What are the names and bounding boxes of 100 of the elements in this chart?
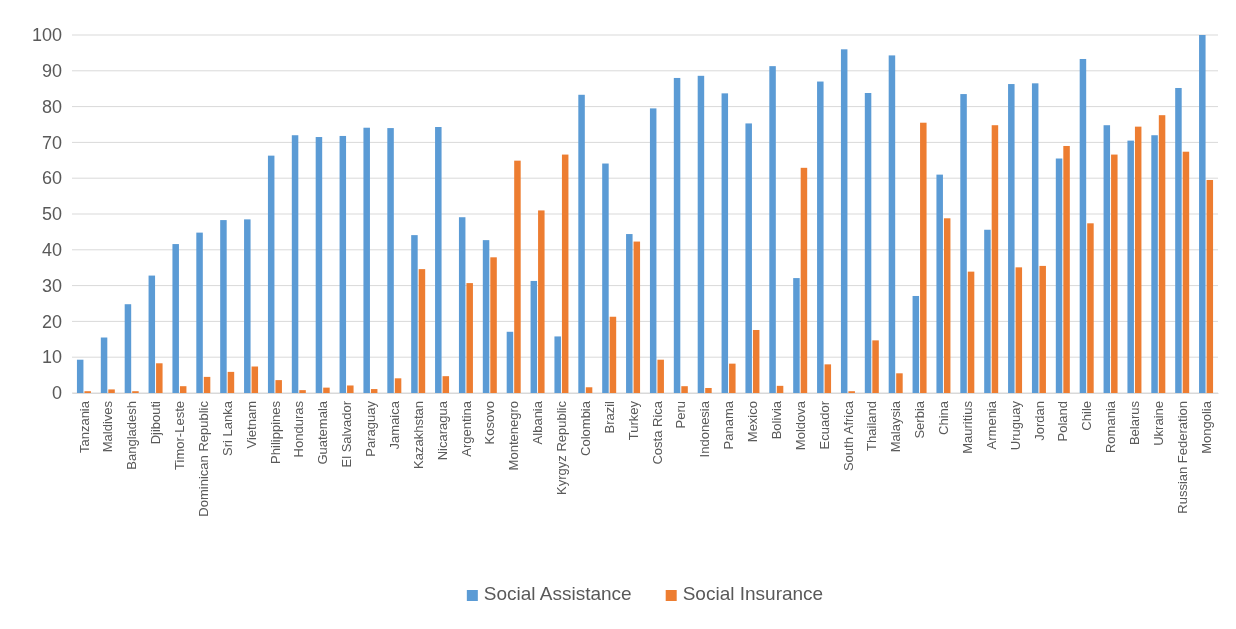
bar <box>339 135 347 393</box>
bar <box>363 127 370 393</box>
bar <box>275 380 282 393</box>
y-tick-label: 10 <box>41 347 62 368</box>
x-tick-label: Dominican Republic <box>195 400 211 517</box>
bar <box>435 127 442 393</box>
legend-label: Social Insurance <box>682 583 824 604</box>
bar <box>585 387 593 393</box>
x-tick-label: Maldives <box>100 400 116 453</box>
x-tick-label: Timor-Leste <box>171 401 187 470</box>
bar <box>76 359 84 393</box>
bar <box>697 75 705 393</box>
bar <box>323 387 330 393</box>
bar <box>1103 125 1111 393</box>
bar <box>1134 126 1142 393</box>
x-tick-label: Russian Federation <box>1174 401 1190 514</box>
bar <box>1151 135 1158 393</box>
bar <box>347 385 354 393</box>
y-tick-label: 0 <box>51 383 62 404</box>
x-tick-label: Turkey <box>625 400 641 441</box>
x-tick-label: Nicaragua <box>434 400 450 461</box>
y-tick-label: 20 <box>41 311 62 332</box>
bar <box>626 234 633 393</box>
bar <box>633 241 641 393</box>
y-tick-label: 50 <box>41 204 62 225</box>
x-tick-label: Malaysia <box>888 400 904 453</box>
bar <box>1206 179 1214 393</box>
bar <box>506 331 514 393</box>
bar <box>203 376 211 393</box>
bar <box>920 122 927 393</box>
x-tick-label: Jordan <box>1031 401 1047 441</box>
bar <box>514 160 521 393</box>
bar <box>387 128 394 393</box>
bar <box>148 275 156 393</box>
x-tick-label: Panama <box>721 400 737 450</box>
x-tick-label: South Africa <box>840 400 856 472</box>
y-tick-label: 70 <box>41 132 62 153</box>
x-tick-label: Moldova <box>792 400 808 451</box>
x-tick-label: Montenegro <box>506 401 522 471</box>
x-tick-label: Peru <box>673 401 689 429</box>
bar <box>769 66 776 393</box>
bar <box>251 366 259 393</box>
x-tick-label: Indonesia <box>697 400 713 458</box>
bar <box>984 229 991 393</box>
x-tick-label: Mongolia <box>1198 400 1214 454</box>
bar <box>991 125 999 393</box>
bar <box>1031 83 1039 393</box>
y-tick-label: 100 <box>31 25 62 46</box>
bar <box>172 244 179 393</box>
bar <box>196 232 203 393</box>
bar <box>752 329 760 393</box>
bar <box>1008 84 1015 393</box>
x-tick-label: Philippines <box>267 400 283 464</box>
bar <box>490 257 497 393</box>
bar <box>673 77 681 393</box>
bar <box>442 376 450 393</box>
bar <box>561 154 569 393</box>
y-tick-label: 90 <box>41 61 62 82</box>
x-tick-label: Kosovo <box>482 401 498 445</box>
bar <box>872 340 879 393</box>
bar <box>967 271 975 393</box>
x-tick-label: Ukraine <box>1150 401 1166 446</box>
x-tick-label: Paraguay <box>362 400 378 457</box>
bar <box>1039 265 1046 393</box>
bar <box>936 174 943 393</box>
bar <box>1055 158 1063 393</box>
x-tick-label: El Salvador <box>339 400 355 468</box>
bar <box>554 336 561 393</box>
bar <box>458 217 466 393</box>
x-tick-label: Albania <box>530 400 546 445</box>
bar <box>227 371 235 393</box>
x-tick-label: Bangladesh <box>124 401 140 470</box>
bar <box>745 123 752 393</box>
bar <box>840 49 848 393</box>
y-tick-label: 40 <box>41 240 62 261</box>
x-tick-label: Bolivia <box>768 400 784 440</box>
y-tick-label: 60 <box>41 168 62 189</box>
bar <box>1158 115 1166 393</box>
x-tick-label: Romania <box>1103 400 1119 454</box>
bar <box>394 378 402 393</box>
bar <box>466 283 473 393</box>
x-tick-label: Kyrgyz Republic <box>553 400 569 495</box>
bar <box>896 373 903 393</box>
bar <box>1175 87 1182 393</box>
bar <box>124 304 132 393</box>
x-tick-label: Honduras <box>291 400 307 458</box>
bar <box>299 390 306 393</box>
x-tick-label: Mauritius <box>959 400 975 454</box>
bar <box>602 163 609 393</box>
x-tick-label: Chile <box>1079 401 1095 431</box>
bar <box>943 218 951 393</box>
x-tick-label: Belarus <box>1126 400 1142 446</box>
bar <box>681 386 688 393</box>
bar <box>960 94 967 393</box>
bar <box>864 93 872 393</box>
bar <box>800 167 808 393</box>
bar <box>912 295 920 393</box>
x-tick-label: Poland <box>1055 401 1071 442</box>
bar <box>108 389 115 393</box>
x-tick-label: Vietnam <box>243 401 259 449</box>
